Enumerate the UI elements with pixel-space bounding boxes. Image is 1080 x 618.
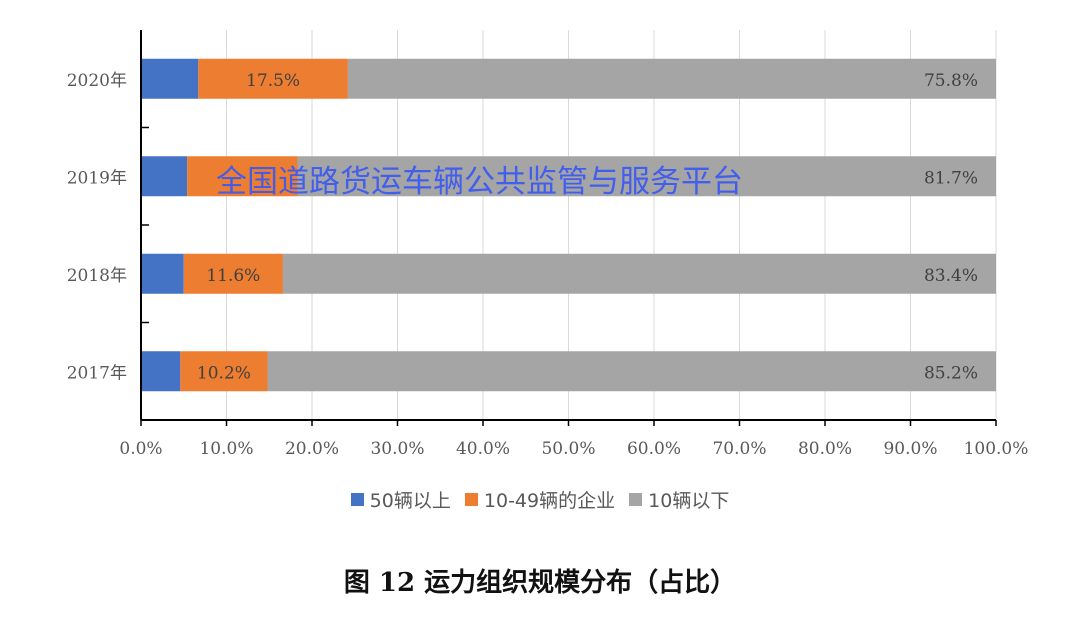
x-tick-label: 90.0% [883,439,937,459]
data-label: 85.2% [924,363,978,383]
bar-segment [180,351,268,392]
data-label: 83.4% [924,266,978,286]
bar-segment [183,253,283,294]
legend-label: 50辆以上 [369,490,451,512]
x-tick-label: 20.0% [285,439,339,459]
legend-label: 10辆以下 [648,490,730,512]
y-tick-label: 2020年 [67,71,127,91]
x-tick-label: 10.0% [199,439,253,459]
x-tick-label: 100.0% [964,439,1029,459]
legend-swatch [629,493,643,506]
bar-segment [141,156,188,197]
legend: 50辆以上 10-49辆的企业 10辆以下 [0,486,1080,513]
bar-segment [141,253,184,294]
legend-swatch [350,493,364,506]
bar-segment [198,58,348,99]
legend-label: 10-49辆的企业 [483,490,616,512]
legend-item: 10-49辆的企业 [464,486,616,513]
y-tick-label: 2019年 [67,168,127,188]
x-tick-label: 80.0% [798,439,852,459]
bar-segment [141,351,181,392]
bar-segment [297,156,997,197]
data-label: 17.5% [246,71,300,91]
data-label: 10.2% [197,363,251,383]
bar-segment [141,58,199,99]
data-label: 81.7% [924,168,978,188]
x-tick-label: 0.0% [119,439,162,459]
bar-segment [282,253,996,294]
bar-segment [187,156,298,197]
legend-item: 50辆以上 [350,486,451,513]
figure-caption: 图 12 运力组织规模分布（占比） [343,568,737,598]
x-tick-label: 40.0% [456,439,510,459]
watermark: 全国道路货运车辆公共监管与服务平台 [216,164,743,200]
bar-segment [347,58,996,99]
data-label: 11.6% [206,266,260,286]
legend-swatch [464,493,478,506]
legend-item: 10辆以下 [629,486,729,513]
x-tick-label: 70.0% [712,439,766,459]
x-tick-label: 30.0% [370,439,424,459]
y-tick-label: 2018年 [67,266,127,286]
data-label: 75.8% [924,71,978,91]
x-tick-label: 60.0% [627,439,681,459]
bar-segment [267,351,996,392]
y-tick-label: 2017年 [67,363,127,383]
x-tick-label: 50.0% [541,439,595,459]
